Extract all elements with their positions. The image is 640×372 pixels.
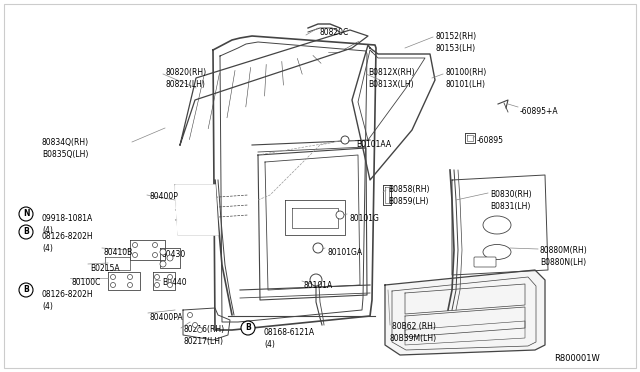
Text: 80101A: 80101A xyxy=(304,281,333,290)
Circle shape xyxy=(132,243,138,247)
Text: B0880N(LH): B0880N(LH) xyxy=(540,258,586,267)
Text: -60895+A: -60895+A xyxy=(520,107,559,116)
Text: 80410B: 80410B xyxy=(104,248,133,257)
Text: 80101G: 80101G xyxy=(349,214,379,223)
Text: 80820C: 80820C xyxy=(320,28,349,37)
Circle shape xyxy=(127,282,132,288)
Circle shape xyxy=(193,323,198,327)
Circle shape xyxy=(111,275,115,279)
Text: 80101(LH): 80101(LH) xyxy=(445,80,485,89)
Text: 80820(RH): 80820(RH) xyxy=(165,68,206,77)
Text: B: B xyxy=(245,324,251,333)
Circle shape xyxy=(154,282,159,288)
Circle shape xyxy=(127,275,132,279)
Text: 80101GA: 80101GA xyxy=(327,248,362,257)
Text: 08126-8202H: 08126-8202H xyxy=(42,232,93,241)
Ellipse shape xyxy=(483,216,511,234)
Circle shape xyxy=(168,275,173,279)
Circle shape xyxy=(154,275,159,279)
Text: (4): (4) xyxy=(42,302,53,311)
Circle shape xyxy=(160,261,166,267)
Text: 08168-6121A: 08168-6121A xyxy=(264,328,315,337)
Text: B0812X(RH): B0812X(RH) xyxy=(368,68,415,77)
Text: 80400PA: 80400PA xyxy=(150,313,184,322)
Circle shape xyxy=(313,243,323,253)
Circle shape xyxy=(241,321,255,335)
Text: (4): (4) xyxy=(264,340,275,349)
Text: 80152(RH): 80152(RH) xyxy=(435,32,476,41)
Circle shape xyxy=(132,253,138,257)
Circle shape xyxy=(336,211,344,219)
Text: 80B39M(LH): 80B39M(LH) xyxy=(390,334,437,343)
Ellipse shape xyxy=(483,244,511,260)
Circle shape xyxy=(152,243,157,247)
Circle shape xyxy=(152,253,157,257)
Circle shape xyxy=(198,327,202,333)
Text: B: B xyxy=(23,228,29,237)
Text: B0830(RH): B0830(RH) xyxy=(490,190,532,199)
Circle shape xyxy=(160,249,166,255)
Text: R800001W: R800001W xyxy=(554,354,600,363)
Text: B0858(RH): B0858(RH) xyxy=(388,185,429,194)
Text: B: B xyxy=(23,285,29,295)
Polygon shape xyxy=(175,185,218,235)
Text: 80217(LH): 80217(LH) xyxy=(183,337,223,346)
Circle shape xyxy=(310,274,322,286)
Text: 08126-8202H: 08126-8202H xyxy=(42,290,93,299)
Text: 80100(RH): 80100(RH) xyxy=(445,68,486,77)
Polygon shape xyxy=(385,270,545,355)
Circle shape xyxy=(19,225,33,239)
Text: B0215A: B0215A xyxy=(90,264,120,273)
Text: 80400P: 80400P xyxy=(149,192,178,201)
Text: B0101AA: B0101AA xyxy=(356,140,391,149)
Text: 80100C: 80100C xyxy=(72,278,101,287)
Text: -60895: -60895 xyxy=(477,136,504,145)
Text: 80880M(RH): 80880M(RH) xyxy=(540,246,588,255)
Circle shape xyxy=(19,283,33,297)
Circle shape xyxy=(19,207,33,221)
Text: 80430: 80430 xyxy=(162,250,186,259)
Circle shape xyxy=(341,136,349,144)
Text: (4): (4) xyxy=(42,244,53,253)
Circle shape xyxy=(168,282,173,288)
Text: B0859(LH): B0859(LH) xyxy=(388,197,429,206)
FancyBboxPatch shape xyxy=(474,257,496,267)
Text: 80834Q(RH): 80834Q(RH) xyxy=(42,138,89,147)
Circle shape xyxy=(111,282,115,288)
Text: B0831(LH): B0831(LH) xyxy=(490,202,531,211)
Text: 09918-1081A: 09918-1081A xyxy=(42,214,93,223)
Circle shape xyxy=(188,312,193,317)
Circle shape xyxy=(167,255,173,261)
Text: B0440: B0440 xyxy=(162,278,187,287)
Text: N: N xyxy=(23,209,29,218)
Text: 80B62 (RH): 80B62 (RH) xyxy=(392,322,436,331)
Text: 80153(LH): 80153(LH) xyxy=(435,44,475,53)
Text: B0835Q(LH): B0835Q(LH) xyxy=(42,150,88,159)
Text: 80821(LH): 80821(LH) xyxy=(165,80,205,89)
Text: 80216(RH): 80216(RH) xyxy=(183,325,224,334)
Text: (4): (4) xyxy=(42,226,53,235)
Text: B0813X(LH): B0813X(LH) xyxy=(368,80,413,89)
